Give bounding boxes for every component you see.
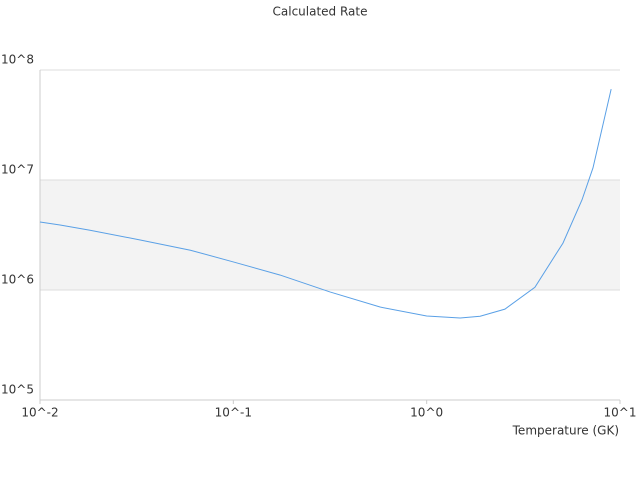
x-tick-label: 10^1 xyxy=(604,406,637,420)
line xyxy=(39,89,612,319)
x-tick-label: 10^-1 xyxy=(215,406,252,420)
x-tick-label: 10^-2 xyxy=(21,406,58,420)
chart-title: Calculated Rate xyxy=(273,5,368,19)
y-tick-label: 10^7 xyxy=(1,163,34,177)
y-tick-label: 10^5 xyxy=(1,383,34,397)
grid-band xyxy=(40,180,620,290)
y-tick-label: 10^6 xyxy=(1,273,34,287)
y-tick-label: 10^8 xyxy=(1,53,34,67)
x-axis-label: Temperature (GK) xyxy=(512,424,619,438)
x-tick-label: 10^0 xyxy=(410,406,443,420)
